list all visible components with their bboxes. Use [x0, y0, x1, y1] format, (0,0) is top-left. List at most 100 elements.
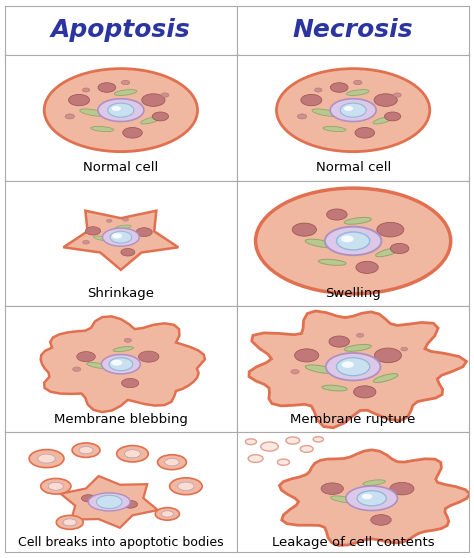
Ellipse shape	[322, 385, 347, 391]
Ellipse shape	[326, 353, 381, 381]
Circle shape	[97, 496, 122, 508]
Circle shape	[161, 93, 169, 97]
Ellipse shape	[344, 344, 371, 351]
Ellipse shape	[305, 365, 336, 373]
Circle shape	[341, 235, 354, 242]
Circle shape	[109, 358, 133, 371]
Circle shape	[121, 248, 135, 256]
Circle shape	[356, 333, 364, 337]
Circle shape	[136, 228, 152, 237]
Ellipse shape	[375, 248, 401, 257]
Circle shape	[297, 114, 307, 119]
Circle shape	[246, 439, 256, 445]
Circle shape	[286, 437, 300, 444]
Circle shape	[300, 446, 313, 453]
Ellipse shape	[363, 480, 385, 485]
Circle shape	[124, 338, 132, 342]
Ellipse shape	[80, 109, 106, 117]
Circle shape	[390, 243, 409, 253]
Ellipse shape	[305, 239, 336, 248]
Circle shape	[142, 94, 165, 107]
Circle shape	[77, 352, 95, 362]
Circle shape	[48, 482, 64, 490]
Circle shape	[112, 106, 121, 111]
Circle shape	[65, 114, 74, 119]
Circle shape	[98, 83, 116, 92]
Circle shape	[108, 103, 134, 117]
Circle shape	[111, 360, 122, 365]
Circle shape	[56, 516, 83, 530]
Circle shape	[276, 69, 430, 152]
Circle shape	[337, 358, 370, 376]
Circle shape	[44, 69, 198, 152]
Text: Membrane rupture: Membrane rupture	[291, 413, 416, 426]
Circle shape	[356, 261, 378, 273]
Circle shape	[69, 94, 90, 105]
Circle shape	[390, 483, 414, 495]
Ellipse shape	[113, 347, 133, 352]
Circle shape	[295, 349, 319, 362]
Circle shape	[161, 511, 173, 517]
Circle shape	[342, 362, 354, 368]
Text: Swelling: Swelling	[325, 287, 381, 300]
Circle shape	[340, 103, 366, 117]
Circle shape	[374, 348, 401, 363]
Circle shape	[41, 478, 71, 494]
Circle shape	[362, 494, 372, 499]
Circle shape	[123, 501, 137, 508]
Circle shape	[38, 454, 55, 463]
Circle shape	[374, 94, 397, 107]
Circle shape	[248, 455, 263, 463]
Text: Apoptosis: Apoptosis	[51, 18, 191, 42]
Circle shape	[73, 367, 81, 372]
Circle shape	[355, 127, 374, 138]
Ellipse shape	[91, 127, 114, 132]
Circle shape	[377, 222, 404, 237]
Circle shape	[393, 93, 401, 97]
Circle shape	[121, 80, 130, 85]
Polygon shape	[64, 211, 178, 270]
Ellipse shape	[373, 117, 393, 124]
Circle shape	[329, 336, 349, 347]
Circle shape	[261, 442, 278, 451]
Circle shape	[121, 378, 139, 388]
Circle shape	[255, 188, 451, 294]
Ellipse shape	[115, 225, 131, 229]
Ellipse shape	[346, 486, 398, 511]
Polygon shape	[280, 450, 470, 545]
Circle shape	[354, 386, 376, 398]
Ellipse shape	[325, 227, 382, 255]
Circle shape	[277, 459, 290, 465]
Text: Normal cell: Normal cell	[316, 161, 391, 174]
Ellipse shape	[114, 90, 137, 95]
Ellipse shape	[346, 90, 369, 95]
Circle shape	[354, 80, 362, 85]
Ellipse shape	[88, 493, 130, 511]
Circle shape	[337, 232, 370, 250]
Circle shape	[110, 231, 132, 243]
Circle shape	[178, 482, 194, 490]
Circle shape	[112, 233, 122, 239]
Circle shape	[72, 443, 100, 458]
Circle shape	[165, 459, 179, 466]
Circle shape	[313, 437, 323, 442]
Circle shape	[291, 369, 299, 374]
Ellipse shape	[330, 99, 376, 122]
Circle shape	[82, 495, 95, 502]
Text: Cell breaks into apoptotic bodies: Cell breaks into apoptotic bodies	[18, 536, 224, 549]
Ellipse shape	[331, 496, 357, 503]
Text: Shrinkage: Shrinkage	[87, 287, 155, 300]
Text: Normal cell: Normal cell	[83, 161, 158, 174]
Circle shape	[401, 347, 408, 351]
Circle shape	[344, 106, 353, 111]
Ellipse shape	[374, 373, 398, 382]
Ellipse shape	[312, 109, 338, 117]
Circle shape	[330, 83, 348, 92]
Text: Membrane blebbing: Membrane blebbing	[54, 413, 188, 426]
Text: Necrosis: Necrosis	[293, 18, 413, 42]
Circle shape	[117, 446, 148, 462]
Ellipse shape	[93, 236, 111, 241]
Circle shape	[122, 218, 128, 221]
Circle shape	[138, 351, 159, 362]
Text: Leakage of cell contents: Leakage of cell contents	[272, 536, 435, 549]
